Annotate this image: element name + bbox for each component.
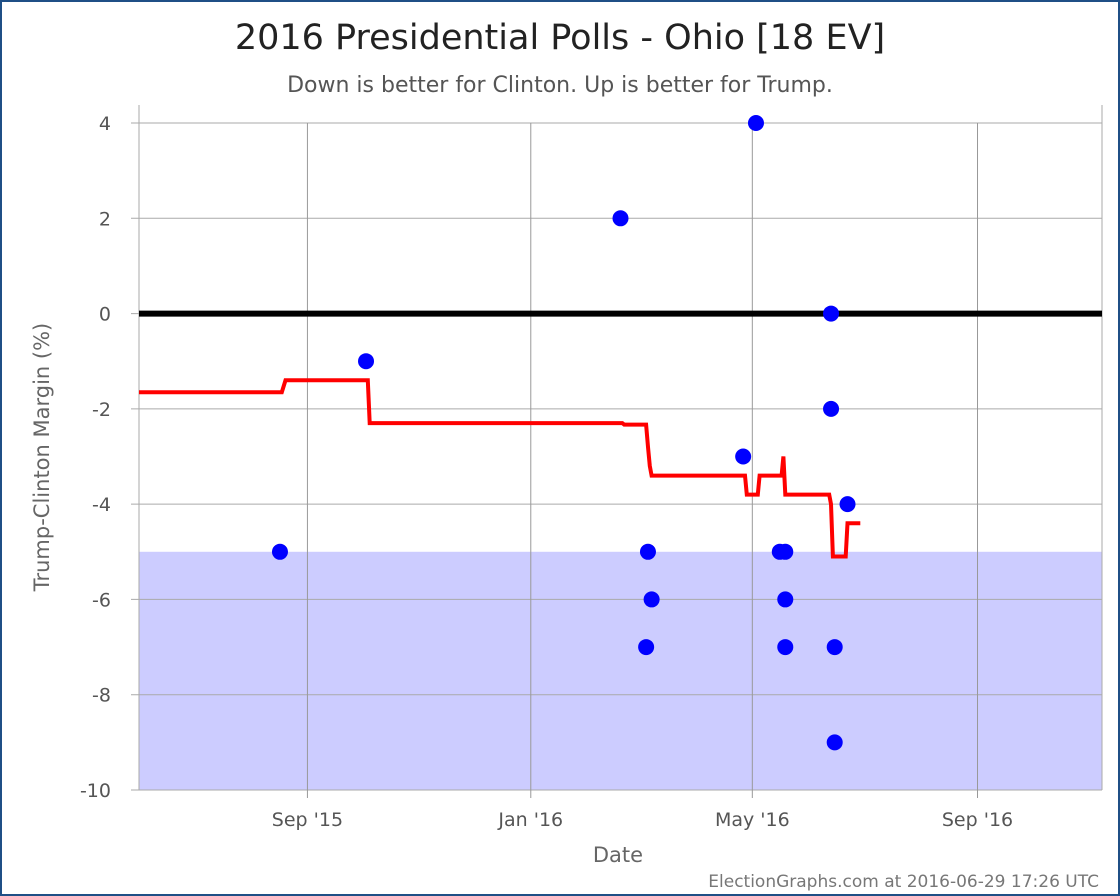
y-tick-labels: -10 -8 -6 -4 -2 0 2 4 [80,113,111,802]
y-tick-label: 2 [99,208,111,230]
average-line [139,378,861,559]
x-tick-label: Jan '16 [497,809,563,831]
y-tick-label: -8 [92,685,111,707]
poll-point [612,210,629,227]
poll-point [271,543,288,560]
footer-credit: ElectionGraphs.com at 2016-06-29 17:26 U… [708,872,1099,892]
poll-point [777,591,794,608]
poll-point [638,639,655,656]
poll-point [839,496,856,513]
clinton-plus-5-band [139,551,1102,790]
x-tick-labels: Sep '15 Jan '16 May '16 Sep '16 [272,809,1013,831]
x-tick-label: Sep '16 [942,809,1013,831]
poll-point [643,591,660,608]
poll-point [747,115,764,131]
poll-point [777,543,794,560]
x-tick-label: Sep '15 [272,809,343,831]
poll-point [823,305,840,322]
grid [131,105,1103,798]
y-tick-label: 0 [99,304,111,326]
chart-title: 2016 Presidential Polls - Ohio [18 EV] [235,18,885,58]
poll-point [735,448,752,465]
y-tick-label: 4 [99,113,111,135]
poll-point [823,400,840,417]
average-line-layer [139,378,861,559]
poll-point [826,734,843,751]
y-tick-label: -4 [92,494,111,516]
poll-points-layer [271,115,856,751]
x-tick-label: May '16 [715,809,790,831]
poll-point [358,353,375,370]
y-tick-label: -2 [92,399,111,421]
y-tick-label: -10 [80,780,111,802]
poll-point [777,639,794,656]
chart-subtitle: Down is better for Clinton. Up is better… [287,73,833,98]
poll-point [639,543,656,560]
x-axis-label: Date [593,843,643,867]
y-axis-label: Trump-Clinton Margin (%) [30,323,54,593]
y-tick-label: -6 [92,589,111,611]
poll-point [826,639,843,656]
